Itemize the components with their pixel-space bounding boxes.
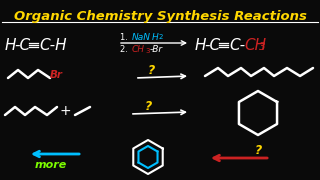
- Text: 1.: 1.: [120, 33, 131, 42]
- Text: C-H: C-H: [39, 37, 67, 53]
- Text: ?: ?: [148, 64, 155, 76]
- Text: C-: C-: [229, 37, 245, 53]
- Text: CH: CH: [244, 37, 266, 53]
- Text: H: H: [5, 37, 17, 53]
- Text: 3: 3: [145, 48, 149, 54]
- Text: 2.: 2.: [120, 46, 131, 55]
- Text: Br: Br: [50, 70, 63, 80]
- Text: more: more: [35, 160, 67, 170]
- Text: H: H: [152, 33, 159, 42]
- Text: -C: -C: [204, 37, 220, 53]
- Text: CH: CH: [132, 46, 145, 55]
- Text: -C: -C: [14, 37, 30, 53]
- Text: -Br: -Br: [150, 46, 163, 55]
- Text: Organic Chemistry Synthesis Reactions: Organic Chemistry Synthesis Reactions: [13, 10, 307, 23]
- Text: H: H: [195, 37, 206, 53]
- Text: +: +: [59, 104, 71, 118]
- Text: ?: ?: [145, 100, 152, 112]
- Text: NaN: NaN: [132, 33, 151, 42]
- Text: 3: 3: [259, 42, 266, 51]
- Text: ?: ?: [255, 143, 262, 156]
- Text: 2: 2: [159, 34, 164, 40]
